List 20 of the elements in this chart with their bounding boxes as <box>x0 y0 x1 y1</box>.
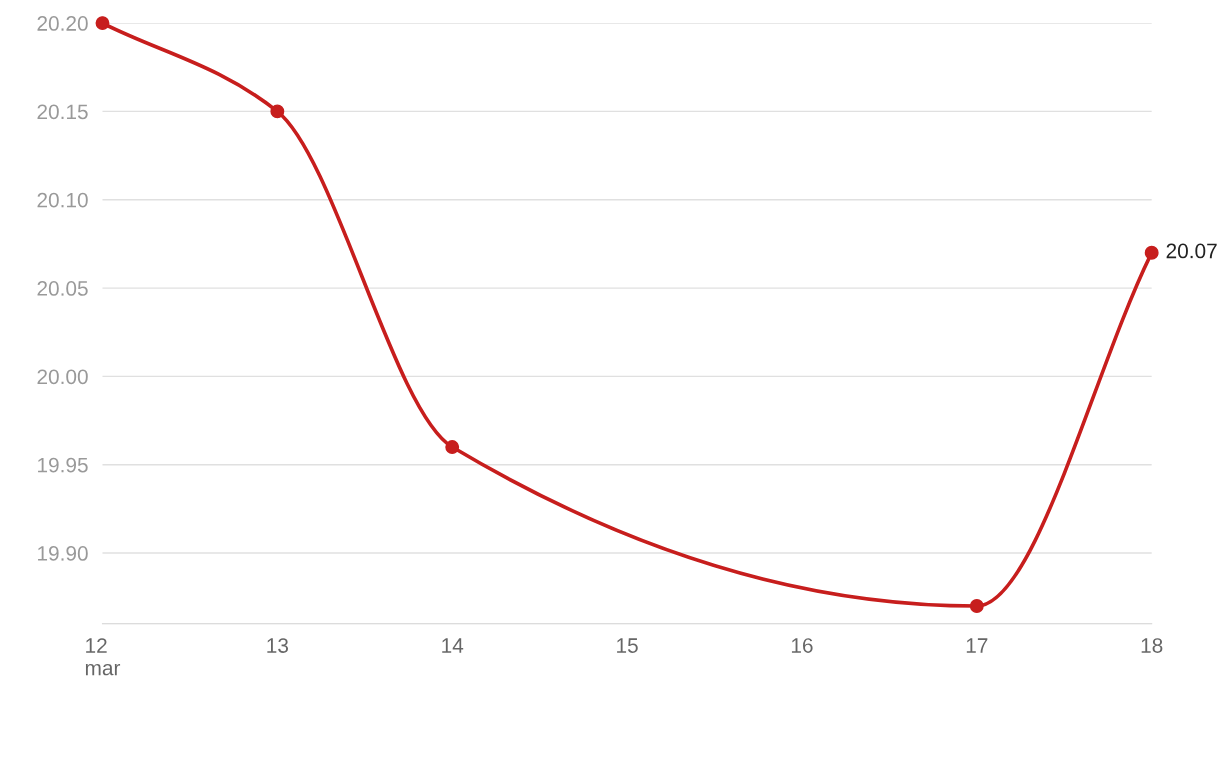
x-tick-label: 15 <box>617 638 638 653</box>
y-tick-label: 20.15 <box>37 104 88 120</box>
point <box>1144 245 1159 260</box>
x-tick-label: 12 mar <box>85 638 121 676</box>
y-tick-label: 20.20 <box>37 16 88 31</box>
y-tick-label: 19.90 <box>38 546 88 561</box>
x-tick-label: 13 <box>267 638 289 653</box>
data-label: 20.07 <box>1166 243 1217 259</box>
x-tick-label: 16 <box>791 638 813 653</box>
x-tick-label: 14 <box>442 638 464 653</box>
point <box>95 16 110 31</box>
y-tick-label: 20.10 <box>37 192 88 208</box>
point <box>969 599 984 613</box>
x-tick-label: 17 <box>966 638 988 653</box>
point <box>270 104 285 119</box>
y-tick-label: 20.00 <box>37 369 88 385</box>
y-tick-label: 20.05 <box>37 281 88 296</box>
x-tick-label: 18 <box>1141 638 1163 653</box>
point <box>445 440 460 454</box>
y-tick-label: 19.95 <box>38 457 88 473</box>
